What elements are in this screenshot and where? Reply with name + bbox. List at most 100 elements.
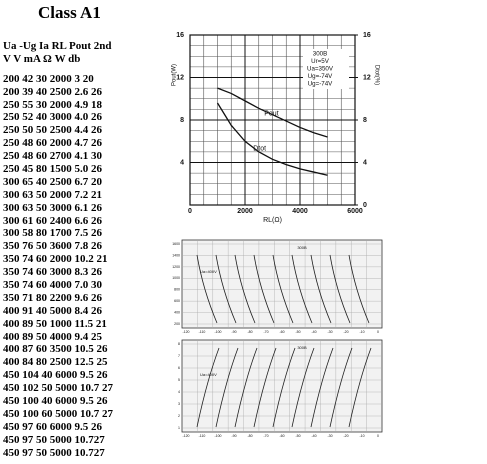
plate-y-label: 6 bbox=[178, 366, 180, 370]
plate-curve bbox=[215, 347, 239, 428]
table-row: 450 100 60 5000 10.7 27 bbox=[3, 407, 113, 420]
table-row: 450 97 60 6000 9.5 26 bbox=[3, 420, 102, 433]
legend-text: Ua=350V bbox=[307, 66, 334, 73]
plate-x-label: -110 bbox=[199, 434, 206, 438]
plate-bg bbox=[181, 339, 383, 433]
plate-curve bbox=[253, 254, 275, 324]
y-axis-label: Pout(W) bbox=[172, 64, 178, 86]
table-row: V V mA Ω W db bbox=[3, 52, 81, 65]
plate-x-label: -40 bbox=[311, 330, 316, 334]
x-tick-label: 2000 bbox=[237, 208, 253, 215]
table-row: 300 65 40 2500 6.7 20 bbox=[3, 175, 102, 188]
plate-curve bbox=[272, 254, 294, 324]
plate-x-label: -10 bbox=[359, 330, 364, 334]
table-row: 400 84 80 2500 12.5 25 bbox=[3, 356, 108, 369]
plate-x-label: -30 bbox=[327, 330, 332, 334]
y2-tick-label: 12 bbox=[363, 74, 371, 81]
plate-x-label: -20 bbox=[343, 330, 348, 334]
plate-x-label: -10 bbox=[359, 434, 364, 438]
plate-x-label: -60 bbox=[279, 330, 284, 334]
table-row: 400 89 50 1000 11.5 21 bbox=[3, 317, 107, 330]
table-row: 400 91 40 5000 8.4 26 bbox=[3, 304, 102, 317]
plate-y-label: 400 bbox=[174, 310, 180, 314]
plate-curve bbox=[348, 347, 372, 428]
plate-y-label: 5 bbox=[178, 378, 180, 382]
x-axis-label: RL(Ω) bbox=[263, 217, 282, 224]
plate-y-label: 3 bbox=[178, 402, 180, 406]
table-row: 250 52 40 3000 4.0 26 bbox=[3, 111, 102, 124]
table-row: 350 74 60 2000 10.2 21 bbox=[3, 253, 108, 266]
plate-curve bbox=[196, 254, 218, 324]
table-row: 300 61 60 2400 6.6 26 bbox=[3, 214, 102, 227]
plate-x-label: -100 bbox=[214, 434, 221, 438]
plate-curve-label: Ua=400V bbox=[200, 372, 217, 377]
plate-x-label: -70 bbox=[263, 330, 268, 334]
plate-x-label: -50 bbox=[295, 330, 300, 334]
plate-x-label: -50 bbox=[295, 434, 300, 438]
plate-y-label: 200 bbox=[174, 322, 180, 326]
legend-text: Ug=-74V bbox=[308, 81, 333, 88]
plate-x-label: -120 bbox=[182, 434, 189, 438]
plate-y-label: 7 bbox=[178, 354, 180, 358]
plate-curve bbox=[329, 347, 353, 428]
table-row: 250 50 50 2500 4.4 26 bbox=[3, 124, 102, 137]
table-row: Ua -Ug Ia RL Pout 2nd bbox=[3, 40, 112, 52]
plate-curve bbox=[253, 347, 277, 428]
y-tick-label: 4 bbox=[180, 159, 184, 166]
plate-curve bbox=[310, 254, 332, 324]
plate-y-label: 1 bbox=[178, 426, 180, 430]
plate-x-label: -70 bbox=[263, 434, 268, 438]
plate-curve bbox=[348, 254, 370, 324]
table-row: 350 71 80 2200 9.6 26 bbox=[3, 291, 102, 304]
plate-y-label: 800 bbox=[174, 288, 180, 292]
plate-y-label: 1400 bbox=[172, 253, 180, 257]
x-tick-label: 6000 bbox=[347, 208, 363, 215]
table-row: 200 39 40 2500 2.6 26 bbox=[3, 85, 102, 98]
plate-x-label: -120 bbox=[182, 330, 189, 334]
plate-curve bbox=[215, 254, 237, 324]
plate-curve bbox=[234, 254, 256, 324]
plate-x-label: -20 bbox=[343, 434, 348, 438]
table-row: 250 48 60 2700 4.1 30 bbox=[3, 150, 102, 163]
plate-x-label: -110 bbox=[199, 330, 206, 334]
table-row: 450 102 50 5000 10.7 27 bbox=[3, 382, 113, 395]
plate-x-label: -80 bbox=[247, 434, 252, 438]
table-row: 400 89 50 4000 9.4 25 bbox=[3, 330, 102, 343]
plate-x-label: -40 bbox=[311, 434, 316, 438]
y-tick-label: 16 bbox=[176, 32, 184, 39]
table-row: 400 87 60 3500 10.5 26 bbox=[3, 343, 108, 356]
x-tick-label: 0 bbox=[188, 208, 192, 215]
table-row: 450 97 50 5000 10.727 bbox=[3, 433, 105, 446]
table-row: 350 74 60 3000 8.3 26 bbox=[3, 266, 102, 279]
plate-curve bbox=[291, 254, 313, 324]
curve-label: Pout bbox=[264, 110, 278, 117]
curve bbox=[217, 87, 328, 138]
plate-curve bbox=[329, 254, 351, 324]
plate-curve bbox=[291, 347, 315, 428]
plate-x-label: -80 bbox=[247, 330, 252, 334]
legend-text: Ug=-74V bbox=[308, 73, 333, 80]
legend-box bbox=[303, 49, 349, 89]
plate-curve bbox=[234, 347, 258, 428]
plate-y-label: 1200 bbox=[172, 265, 180, 269]
plate-x-label: -90 bbox=[231, 434, 236, 438]
table-row: 450 104 40 6000 9.5 26 bbox=[3, 369, 108, 382]
y-tick-label: 12 bbox=[176, 74, 184, 81]
plate-y-label: 2 bbox=[178, 414, 180, 418]
plate-curve bbox=[272, 347, 296, 428]
plate-y-label: 1000 bbox=[172, 276, 180, 280]
plate-x-label: -30 bbox=[327, 434, 332, 438]
table-row: 450 100 40 6000 9.5 26 bbox=[3, 395, 108, 408]
table-row: 300 63 50 3000 6.1 26 bbox=[3, 201, 102, 214]
table-row: 300 63 50 2000 7.2 21 bbox=[3, 188, 102, 201]
plate-label: 300B bbox=[297, 245, 307, 250]
legend-text: Ur=5V bbox=[311, 58, 330, 65]
plate-y-label: 8 bbox=[178, 342, 180, 346]
curve bbox=[216, 102, 328, 176]
table-row: 200 42 30 2000 3 20 bbox=[3, 72, 94, 85]
curve-label: Dtot bbox=[253, 146, 266, 153]
table-row: 350 74 60 4000 7.0 30 bbox=[3, 279, 102, 292]
plate-bg bbox=[181, 239, 383, 329]
table-row: 450 97 50 5000 10.727 bbox=[3, 446, 105, 459]
plate-x-label: 0 bbox=[377, 434, 379, 438]
